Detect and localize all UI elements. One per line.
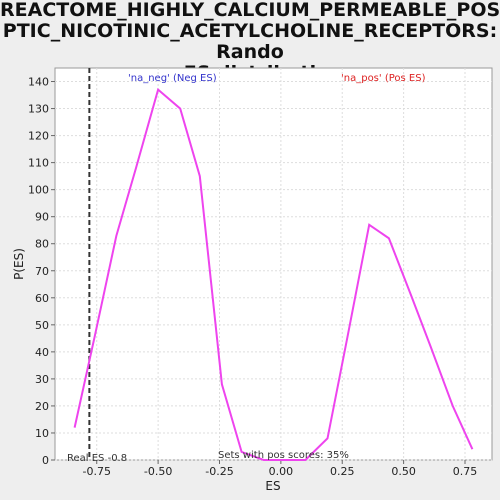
y-tick-label: 90 <box>35 211 49 224</box>
y-tick-label: 40 <box>35 346 49 359</box>
y-tick-label: 50 <box>35 319 49 332</box>
y-tick-label: 0 <box>42 454 49 467</box>
title-line-1: REACTOME_HIGHLY_CALCIUM_PERMEABLE_POSTSY… <box>0 0 500 21</box>
x-tick-label: -0.75 <box>83 465 111 478</box>
x-tick-label: 0.00 <box>269 465 294 478</box>
y-tick-label: 130 <box>28 103 49 116</box>
tick-layer: 0 10 20 30 40 50 60 70 80 90 100 110 120 130 140 -0.75 -… <box>28 76 477 478</box>
plot-area <box>54 67 493 461</box>
y-tick-label: 20 <box>35 400 49 413</box>
y-tick-label: 30 <box>35 373 49 386</box>
y-tick-label: 10 <box>35 427 49 440</box>
x-tick-label: 0.75 <box>453 465 478 478</box>
y-tick-label: 140 <box>28 76 49 89</box>
legend-neg: 'na_neg' (Neg ES) <box>128 73 217 84</box>
x-tick-label: -0.25 <box>205 465 233 478</box>
y-tick-label: 120 <box>28 130 49 143</box>
y-tick-label: 80 <box>35 238 49 251</box>
y-axis-title: P(ES) <box>12 248 26 280</box>
y-tick-label: 110 <box>28 157 49 170</box>
legend-pos: 'na_pos' (Pos ES) <box>341 73 426 84</box>
series-line <box>73 87 474 461</box>
x-tick-label: 0.25 <box>330 465 355 478</box>
y-tick-label: 100 <box>28 184 49 197</box>
x-tick-label: 0.50 <box>391 465 416 478</box>
y-tick-label: 70 <box>35 265 49 278</box>
x-axis-title: ES <box>265 479 280 493</box>
grid-layer <box>55 68 492 461</box>
pos-scores-note: Sets with pos scores: 35% <box>218 450 349 461</box>
real-es-label: Real ES -0.8 <box>67 453 127 464</box>
x-tick-label: -0.50 <box>144 465 172 478</box>
y-tick-label: 60 <box>35 292 49 305</box>
title-line-2: PTIC_NICOTINIC_ACETYLCHOLINE_RECEPTORS: … <box>2 20 498 63</box>
